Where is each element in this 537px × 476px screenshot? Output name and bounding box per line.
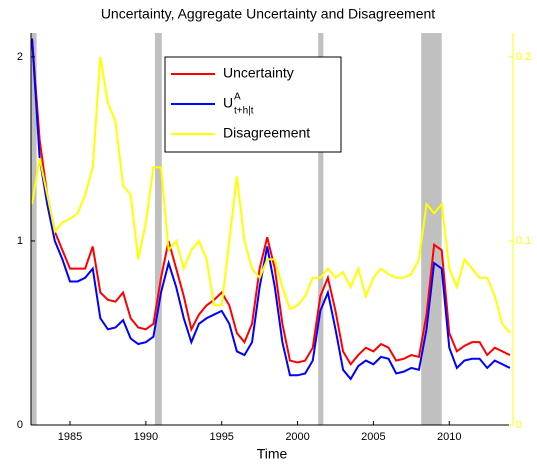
y2-tick-label: 0.1 xyxy=(516,235,531,247)
x-axis-label: Time xyxy=(257,446,288,462)
series-line xyxy=(31,38,511,367)
legend-label: Uncertainty xyxy=(223,65,294,81)
legend-box xyxy=(164,56,342,153)
series-line xyxy=(31,56,511,334)
x-tick-label: 2010 xyxy=(437,431,461,443)
x-tick-label: 2005 xyxy=(361,431,385,443)
series-line xyxy=(31,38,511,381)
legend-subscript: t+h|t xyxy=(234,106,254,117)
legend-label: Disagreement xyxy=(223,125,310,141)
legend-label: U xyxy=(223,95,233,111)
y-tick-label: 1 xyxy=(17,235,23,247)
y2-tick-label: 0.2 xyxy=(516,51,531,63)
y2-tick-label: 0 xyxy=(516,419,522,431)
recession-band xyxy=(421,33,442,425)
legend-superscript: A xyxy=(234,92,241,103)
x-tick-label: 1985 xyxy=(58,431,82,443)
recession-band xyxy=(318,33,324,425)
lines xyxy=(31,38,511,381)
x-tick-label: 1990 xyxy=(134,431,158,443)
recession-band xyxy=(154,33,162,425)
y-tick-label: 2 xyxy=(17,51,23,63)
chart-title: Uncertainty, Aggregate Uncertainty and D… xyxy=(101,6,435,22)
x-tick-label: 2000 xyxy=(285,431,309,443)
x-tick-label: 1995 xyxy=(209,431,233,443)
recession-band xyxy=(31,33,37,425)
y-tick-label: 0 xyxy=(17,419,23,431)
